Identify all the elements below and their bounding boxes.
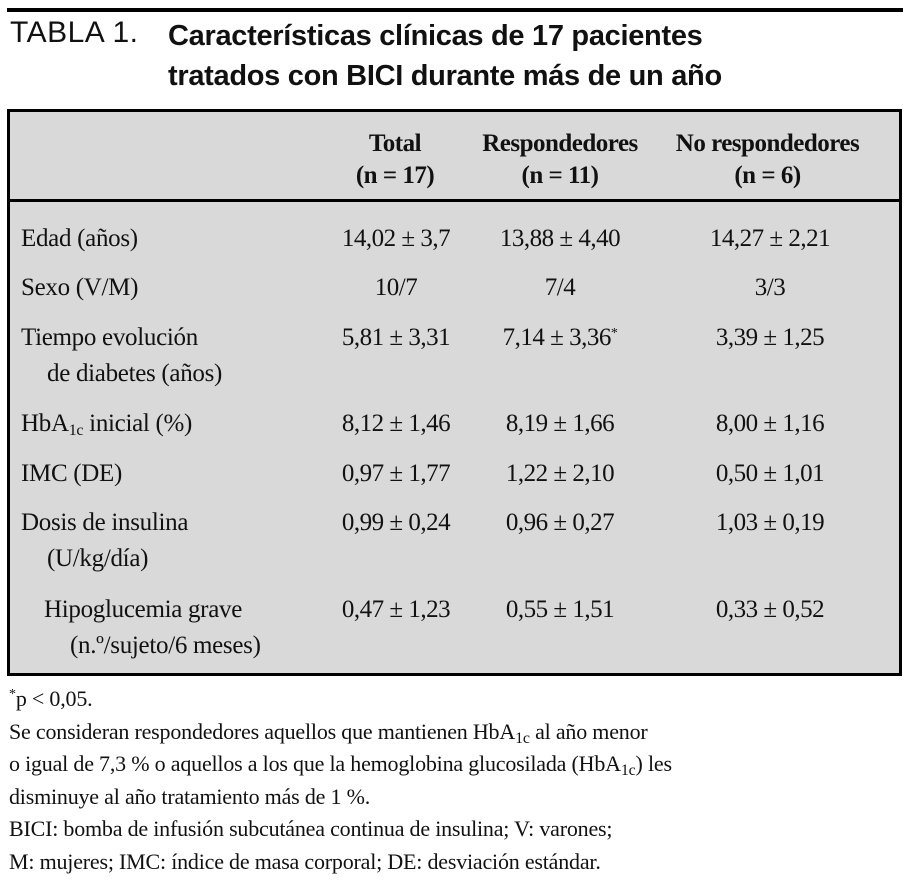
row-label: Edad (años) (21, 225, 138, 252)
footnote-significance: *p < 0,05. (9, 683, 904, 716)
footnote-line: disminuye al año tratamiento más de 1 %. (9, 783, 371, 809)
row-label-line-2: (n.º/sujeto/6 meses) (70, 632, 261, 659)
cell-non-responders: 3/3 (754, 274, 786, 301)
row-label: HbA1c inicial (%) (21, 406, 192, 442)
row-label: Tiempo evolución de diabetes (años) (21, 320, 222, 392)
cell-total: 0,47 ± 1,23 (341, 596, 451, 623)
cell-responders: 0,55 ± 1,51 (505, 596, 615, 623)
footnote-sub: 1c (515, 729, 530, 747)
row-label-line-2: de diabetes (años) (47, 360, 223, 387)
row-label-line-1: Dosis de insulina (21, 509, 189, 536)
row-label: Hipoglucemia grave (n.º/sujeto/6 meses) (44, 592, 261, 664)
footnote-text: p < 0,05. (15, 686, 93, 711)
table-caption: Características clínicas de 17 pacientes… (168, 16, 722, 96)
cell-responders: 13,88 ± 4,40 (499, 225, 621, 252)
row-label-post: inicial (%) (83, 410, 193, 437)
footnote-text: al año menor (529, 718, 648, 744)
footnote-text: ) les (635, 751, 672, 776)
cell-total: 8,12 ± 1,46 (341, 410, 451, 437)
row-label-pre: HbA (21, 410, 69, 437)
table-footnotes: *p < 0,05. Se consideran respondedores a… (9, 683, 904, 878)
footnote-text: o igual de 7,3 % o aquellos a los que la… (9, 751, 621, 776)
cell-total: 0,99 ± 0,24 (341, 509, 451, 536)
cell-non-responders: 8,00 ± 1,16 (715, 410, 825, 437)
cell-responders: 7,14 ± 3,36* (480, 320, 640, 356)
row-label-line-2: (U/kg/día) (47, 545, 149, 572)
cell-responders: 8,19 ± 1,66 (505, 410, 615, 437)
cell-non-responders: 3,39 ± 1,25 (715, 324, 825, 351)
cell-responders: 0,96 ± 0,27 (505, 509, 615, 536)
clinical-table: Total (n = 17) Respondedores (n = 11) No… (7, 109, 902, 676)
footnote-abbreviations: BICI: bomba de infusión subcutánea conti… (9, 816, 613, 841)
cell-value: 7,14 ± 3,36 (502, 324, 612, 351)
cell-total: 14,02 ± 3,7 (341, 225, 451, 252)
footnote-sub: 1c (620, 762, 636, 779)
header-responders-name: Respondedores (482, 130, 638, 157)
header-responders-n: (n = 11) (521, 162, 599, 189)
header-non-responders: No respondedores (n = 6) (655, 128, 880, 192)
cell-non-responders: 1,03 ± 0,19 (715, 509, 825, 536)
footnote-text: Se consideran respondedores aquellos que… (9, 718, 516, 744)
header-non-responders-name: No respondedores (675, 130, 860, 157)
row-label: Sexo (V/M) (21, 274, 139, 301)
table-number: TABLA 1. (10, 16, 139, 49)
row-label: IMC (DE) (21, 460, 123, 487)
significance-mark: * (610, 326, 618, 341)
footnote-line: Se consideran respondedores aquellos que… (9, 716, 904, 749)
caption-line-2: tratados con BICI durante más de un año (168, 60, 722, 92)
header-total: Total (n = 17) (330, 128, 460, 192)
row-label-line-1: Tiempo evolución (21, 324, 198, 351)
caption-line-1: Características clínicas de 17 pacientes (168, 20, 703, 52)
significance-mark: * (9, 687, 16, 702)
row-label-sub: 1c (68, 422, 84, 439)
header-non-responders-n: (n = 6) (734, 162, 801, 189)
cell-responders: 7/4 (544, 274, 576, 301)
cell-non-responders: 0,33 ± 0,52 (715, 596, 825, 623)
footnote-abbreviations-cont: M: mujeres; IMC: índice de masa corporal… (9, 848, 601, 874)
table-header: Total (n = 17) Respondedores (n = 11) No… (10, 112, 899, 202)
header-total-n: (n = 17) (355, 162, 435, 189)
cell-non-responders: 0,50 ± 1,01 (715, 460, 825, 487)
row-label: Dosis de insulina (U/kg/día) (21, 505, 188, 577)
header-responders: Respondedores (n = 11) (465, 128, 655, 192)
top-rule (7, 8, 903, 12)
cell-total: 5,81 ± 3,31 (341, 324, 451, 351)
footnote-line: o igual de 7,3 % o aquellos a los que la… (9, 748, 904, 781)
cell-responders: 1,22 ± 2,10 (505, 460, 615, 487)
cell-total: 10/7 (374, 274, 418, 301)
row-label-line-1: Hipoglucemia grave (44, 596, 242, 623)
header-total-name: Total (368, 130, 422, 157)
cell-non-responders: 14,27 ± 2,21 (709, 225, 831, 252)
cell-total: 0,97 ± 1,77 (341, 460, 451, 487)
